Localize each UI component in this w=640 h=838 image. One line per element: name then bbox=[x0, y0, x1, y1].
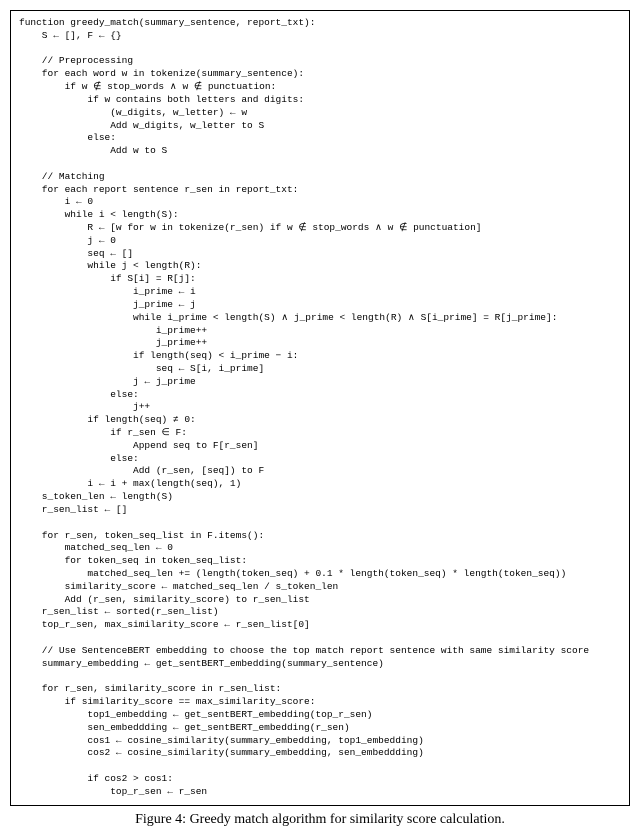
figure-caption: Figure 4: Greedy match algorithm for sim… bbox=[10, 812, 630, 828]
algorithm-code-box: function greedy_match(summary_sentence, … bbox=[10, 10, 630, 806]
